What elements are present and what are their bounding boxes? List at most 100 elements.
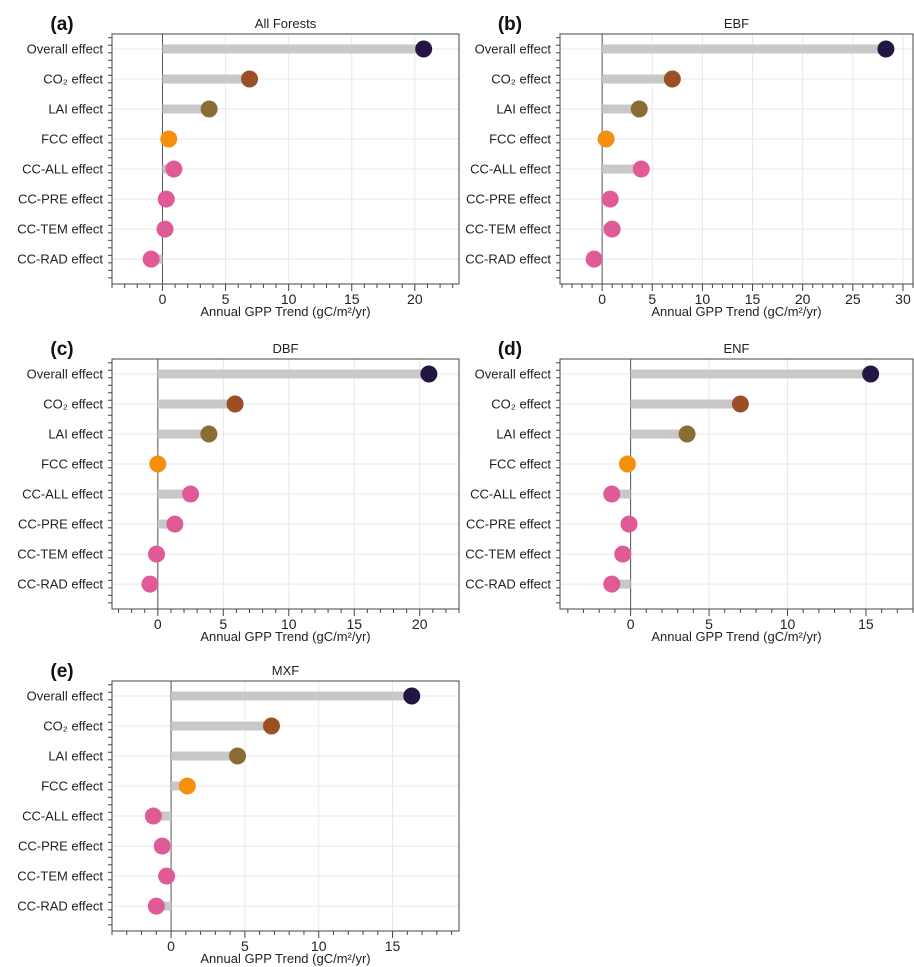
category-label: CO₂ effect: [491, 72, 551, 87]
data-point: [241, 70, 259, 88]
stem: [602, 104, 640, 114]
data-point: [144, 807, 162, 825]
category-label: CC-TEM effect: [465, 547, 551, 562]
x-tick-label: 0: [154, 616, 162, 632]
category-label: CC-PRE effect: [18, 517, 103, 532]
data-point: [226, 395, 244, 413]
panel-ebf: 0 5 10 15 20 25 30 Annual GPP Trend (gC/m²/yr) E…: [465, 14, 914, 319]
category-label: CC-RAD effect: [17, 252, 103, 267]
stem: [611, 579, 631, 589]
category-label: CC-PRE effect: [466, 192, 551, 207]
data-point: [165, 160, 183, 178]
x-axis-label: Annual GPP Trend (gC/m²/yr): [651, 629, 821, 644]
category-label: CC-PRE effect: [18, 839, 103, 854]
data-point: [603, 485, 621, 503]
category-label: CC-PRE effect: [18, 192, 103, 207]
data-point: [614, 545, 632, 563]
x-tick-label: 10: [311, 938, 327, 954]
category-label: LAI effect: [496, 102, 551, 117]
stem: [157, 429, 209, 439]
stem: [157, 519, 175, 529]
stem: [630, 429, 688, 439]
category-label: LAI effect: [48, 427, 103, 442]
data-point: [156, 220, 174, 238]
data-point: [663, 70, 681, 88]
data-point: [603, 220, 621, 238]
category-label: FCC effect: [41, 132, 103, 147]
data-point: [160, 130, 178, 148]
data-point: [630, 100, 648, 118]
data-point: [200, 100, 218, 118]
x-axis-label: Annual GPP Trend (gC/m²/yr): [200, 951, 370, 966]
data-point: [229, 747, 247, 765]
category-label: CO₂ effect: [43, 72, 103, 87]
plot-frame: [559, 33, 914, 285]
panel-title: MXF: [272, 663, 300, 678]
x-tick-label: 10: [281, 616, 297, 632]
category-label: CC-TEM effect: [465, 222, 551, 237]
panel-label: (c): [50, 339, 73, 360]
x-tick-label: 15: [346, 616, 362, 632]
x-tick-label: 5: [222, 291, 230, 307]
stem: [162, 74, 250, 84]
stem: [630, 399, 741, 409]
data-point: [178, 777, 196, 795]
data-point: [182, 485, 200, 503]
category-label: CO₂ effect: [491, 397, 551, 412]
panel-label: (d): [498, 339, 522, 360]
plot-frame: [559, 358, 914, 610]
data-point: [731, 395, 749, 413]
data-point: [597, 130, 615, 148]
data-point: [148, 545, 166, 563]
data-point: [166, 515, 184, 533]
category-label: CC-RAD effect: [465, 577, 551, 592]
category-label: CC-ALL effect: [22, 487, 103, 502]
data-point: [149, 455, 167, 473]
category-label: CC-RAD effect: [17, 577, 103, 592]
category-label: LAI effect: [48, 749, 103, 764]
data-point: [585, 250, 603, 268]
data-point: [415, 40, 433, 58]
stem: [162, 104, 210, 114]
stem: [171, 721, 272, 731]
category-label: FCC effect: [41, 457, 103, 472]
panel-all-forests: 0 5 10 15 20 Annual GPP Trend (gC/m²/yr) All F…: [17, 14, 460, 319]
data-point: [678, 425, 696, 443]
category-label: CC-TEM effect: [17, 547, 103, 562]
data-point: [262, 717, 280, 735]
stem: [611, 489, 631, 499]
category-label: CC-RAD effect: [465, 252, 551, 267]
category-label: Overall effect: [27, 367, 104, 382]
data-point: [601, 190, 619, 208]
x-tick-label: 25: [845, 291, 861, 307]
category-label: CO₂ effect: [43, 719, 103, 734]
panel-title: DBF: [273, 341, 299, 356]
x-tick-label: 5: [241, 938, 249, 954]
panel-label: (b): [498, 14, 522, 35]
category-label: CC-TEM effect: [17, 222, 103, 237]
x-axis-label: Annual GPP Trend (gC/m²/yr): [651, 304, 821, 319]
x-tick-label: 0: [598, 291, 606, 307]
panel-mxf: 0 5 10 15 Annual GPP Trend (gC/m²/yr) MXF (e) O…: [17, 661, 460, 966]
category-label: CC-RAD effect: [17, 899, 103, 914]
data-point: [200, 425, 218, 443]
data-point: [620, 515, 638, 533]
data-point: [142, 250, 160, 268]
x-tick-label: 5: [219, 616, 227, 632]
stem: [602, 44, 886, 54]
panel-dbf: 0 5 10 15 20 Annual GPP Trend (gC/m²/yr) DBF (c…: [17, 339, 460, 644]
x-tick-label: 15: [385, 938, 401, 954]
stem: [162, 44, 424, 54]
category-label: CC-ALL effect: [22, 162, 103, 177]
data-point: [153, 837, 171, 855]
stem: [602, 164, 642, 174]
category-label: Overall effect: [27, 689, 104, 704]
category-label: Overall effect: [27, 42, 104, 57]
category-label: CO₂ effect: [43, 397, 103, 412]
panel-title: EBF: [724, 16, 749, 31]
data-point: [877, 40, 895, 58]
stem: [157, 489, 191, 499]
x-tick-label: 5: [648, 291, 656, 307]
stem: [171, 751, 238, 761]
